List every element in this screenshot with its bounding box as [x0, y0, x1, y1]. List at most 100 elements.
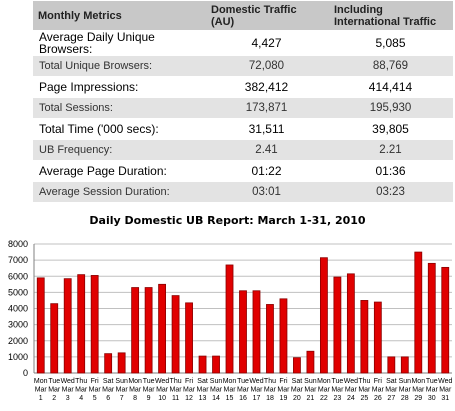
bar [131, 287, 140, 374]
metric-value: 4,427 [205, 30, 328, 56]
x-tick-label: Mon [128, 378, 142, 385]
x-tick-label: Mon [317, 378, 331, 385]
metric-value: 173,871 [205, 97, 328, 119]
y-tick-label: 1000 [8, 352, 28, 362]
x-tick-label: 19 [280, 395, 288, 402]
metric-label: Average Daily Unique Browsers: [33, 30, 205, 56]
daily-ub-bar-chart: 010002000300040005000600070008000MonMar1… [8, 239, 453, 402]
x-tick-label: Fri [374, 378, 383, 385]
x-tick-label: 5 [93, 395, 97, 402]
y-tick-label: 0 [23, 368, 28, 378]
metric-value: 2.41 [205, 139, 328, 161]
bar [239, 290, 247, 374]
x-tick-label: Mar [210, 387, 223, 394]
x-tick-label: Sun [115, 378, 128, 385]
bar [266, 304, 274, 374]
x-tick-label: 1 [39, 395, 43, 402]
x-tick-label: Mar [291, 387, 304, 394]
x-tick-label: 4 [79, 395, 83, 402]
table-row: Total Sessions: 173,871 195,930 [33, 97, 453, 119]
x-tick-label: 17 [253, 395, 261, 402]
x-tick-label: Tue [237, 378, 249, 385]
x-tick-label: Mar [385, 387, 398, 394]
x-tick-label: 10 [158, 395, 166, 402]
table-header-row: Monthly Metrics Domestic Traffic (AU) Incl… [33, 1, 453, 31]
y-tick-label: 6000 [8, 271, 28, 281]
bar [36, 277, 45, 374]
x-tick-label: Mar [62, 387, 75, 394]
metric-value: 03:01 [205, 181, 328, 203]
bar [117, 352, 126, 374]
x-tick-label: Thu [170, 378, 182, 385]
x-tick-label: Fri [279, 378, 288, 385]
metric-value: 03:23 [328, 181, 453, 203]
x-tick-label: Sun [399, 378, 412, 385]
x-tick-label: 3 [66, 395, 70, 402]
x-tick-label: Fri [185, 378, 194, 385]
metric-value: 382,412 [205, 76, 328, 98]
x-tick-label: Sat [197, 378, 208, 385]
metric-label: Average Page Duration: [33, 160, 205, 182]
x-tick-label: Sat [386, 378, 397, 385]
bar [63, 278, 72, 374]
bar [414, 251, 423, 374]
x-tick-label: Tue [331, 378, 343, 385]
x-tick-label: Mar [35, 387, 48, 394]
x-tick-label: Mar [331, 387, 344, 394]
x-tick-label: Thu [264, 378, 276, 385]
x-tick-label: Mar [143, 387, 156, 394]
metric-label: Total Unique Browsers: [33, 55, 205, 77]
x-tick-label: Mar [170, 387, 183, 394]
metric-value: 31,511 [205, 118, 328, 140]
x-tick-label: 13 [199, 395, 207, 402]
metric-label: UB Frequency: [33, 139, 205, 161]
metric-value: 414,414 [328, 76, 453, 98]
x-tick-label: Mar [102, 387, 115, 394]
x-tick-label: 6 [106, 395, 110, 402]
bar [50, 303, 59, 374]
x-tick-label: Tue [426, 378, 438, 385]
x-tick-label: Sat [103, 378, 114, 385]
y-tick-label: 3000 [8, 320, 28, 330]
table-row: Average Daily Unique Browsers: 4,427 5,085 [33, 30, 453, 56]
y-tick-label: 5000 [8, 287, 28, 297]
x-tick-label: Mar [156, 387, 169, 394]
metric-value: 01:36 [328, 160, 453, 182]
table-header-cell: Monthly Metrics [33, 1, 205, 31]
bar [198, 355, 207, 374]
metric-value: 88,769 [328, 55, 453, 77]
x-tick-label: 12 [185, 395, 193, 402]
x-tick-label: Mar [345, 387, 358, 394]
x-tick-label: 23 [333, 395, 341, 402]
x-tick-label: 16 [239, 395, 247, 402]
bar [185, 302, 193, 374]
x-tick-label: Mar [264, 387, 277, 394]
x-tick-label: 14 [212, 395, 220, 402]
x-tick-label: 30 [428, 395, 436, 402]
table-row: Average Page Duration: 01:22 01:36 [33, 160, 453, 182]
bar [212, 355, 220, 374]
metric-value: 72,080 [205, 55, 328, 77]
x-tick-label: Mar [183, 387, 196, 394]
bar [427, 262, 436, 374]
x-tick-label: Sun [304, 378, 317, 385]
metric-value: 5,085 [328, 30, 453, 56]
x-tick-label: Wed [344, 378, 358, 385]
bar [441, 266, 450, 374]
bar [252, 290, 261, 374]
x-tick-label: Wed [61, 378, 75, 385]
x-tick-label: 11 [172, 395, 179, 402]
y-tick-label: 7000 [8, 255, 28, 265]
x-tick-label: Tue [48, 378, 60, 385]
x-tick-label: 29 [414, 395, 422, 402]
x-tick-label: 25 [360, 395, 368, 402]
x-tick-label: Mar [399, 387, 412, 394]
x-tick-label: Wed [438, 378, 452, 385]
x-tick-label: Mar [75, 387, 88, 394]
bar [319, 257, 328, 374]
y-tick-label: 2000 [8, 336, 28, 346]
metrics-table: Monthly Metrics Domestic Traffic (AU) Incl… [33, 1, 453, 203]
bar [373, 301, 382, 374]
x-tick-label: Mar [89, 387, 102, 394]
bar [279, 298, 288, 374]
